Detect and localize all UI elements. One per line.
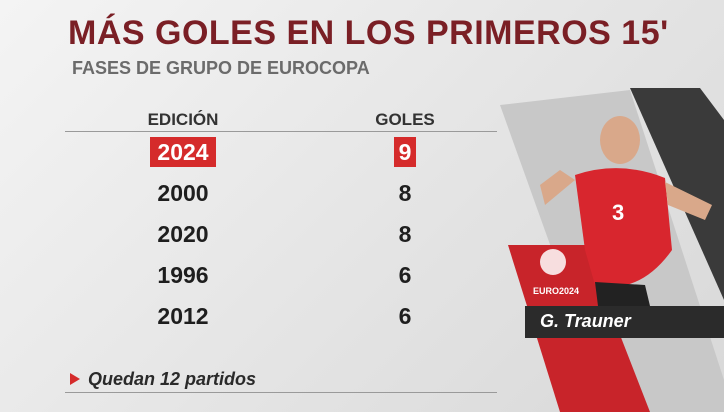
footnote: Quedan 12 partidos <box>88 369 257 389</box>
edition-cell: 2000 <box>157 180 209 206</box>
goals-cell: 6 <box>398 262 412 288</box>
goals-cell: 6 <box>398 303 412 329</box>
title: MÁS GOLES EN LOS PRIMEROS 15' <box>68 14 669 52</box>
shirt-number: 3 <box>612 200 625 225</box>
header-rule <box>65 131 497 132</box>
goals-cell: 8 <box>398 180 412 206</box>
player-shirt <box>575 168 672 287</box>
player-shorts <box>595 282 650 306</box>
player-head <box>600 116 640 164</box>
goals-cell: 8 <box>398 221 412 247</box>
player-arm-right <box>665 182 712 220</box>
edition-cell: 2020 <box>157 221 209 247</box>
player-name: G. Trauner <box>540 311 631 331</box>
subtitle: FASES DE GRUPO DE EUROCOPA <box>72 58 370 78</box>
edition-cell: 2024 <box>150 137 216 167</box>
logo-trophy <box>540 249 566 275</box>
player-arm-left <box>540 170 575 205</box>
footer-rule <box>65 392 497 393</box>
name-plate <box>525 306 724 338</box>
edition-cell: 2012 <box>157 303 209 329</box>
edition-cell: 1996 <box>157 262 209 288</box>
logo-text: EURO2024 <box>533 286 580 296</box>
column-header: GOLES <box>375 110 435 129</box>
bullet-triangle <box>70 373 80 385</box>
goals-cell: 9 <box>394 137 416 167</box>
column-header: EDICIÓN <box>147 110 219 129</box>
